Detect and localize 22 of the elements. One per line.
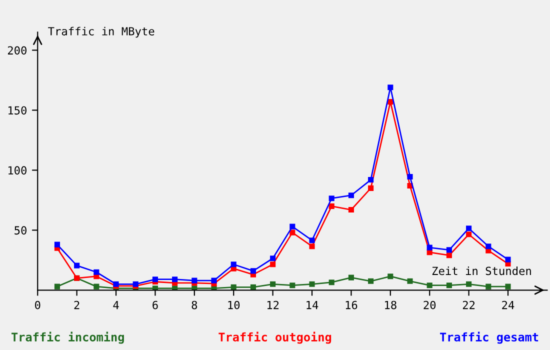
text: Traffic incoming <box>12 332 124 344</box>
x-tick-label: 4 <box>113 300 119 310</box>
x-tick-label: 10 <box>228 300 240 310</box>
x-tick-label: 16 <box>346 300 358 310</box>
y-tick-label: 100 <box>8 166 26 175</box>
x-tick-label: 2 <box>74 300 80 310</box>
text: Traffic gesamt <box>440 332 538 344</box>
y-tick-label: 50 <box>14 226 26 235</box>
x-tick-label: 20 <box>424 300 436 310</box>
x-tick-label: 24 <box>502 300 514 310</box>
x-axis-title: Zeit in Stunden <box>432 266 531 276</box>
x-tick-label: 6 <box>152 300 158 310</box>
x-tick-label: 14 <box>306 300 318 310</box>
x-tick-label: 18 <box>385 300 396 310</box>
x-tick-label: 22 <box>462 300 475 310</box>
y-tick-label: 150 <box>8 106 26 115</box>
text: Traffic outgoing <box>218 332 332 344</box>
y-axis-title: Traffic in MByte <box>48 26 154 38</box>
x-tick-label: 0 <box>35 300 40 310</box>
x-tick-label: 12 <box>267 300 279 310</box>
x-tick-label: 8 <box>192 300 198 310</box>
y-tick-label: 200 <box>8 46 26 55</box>
